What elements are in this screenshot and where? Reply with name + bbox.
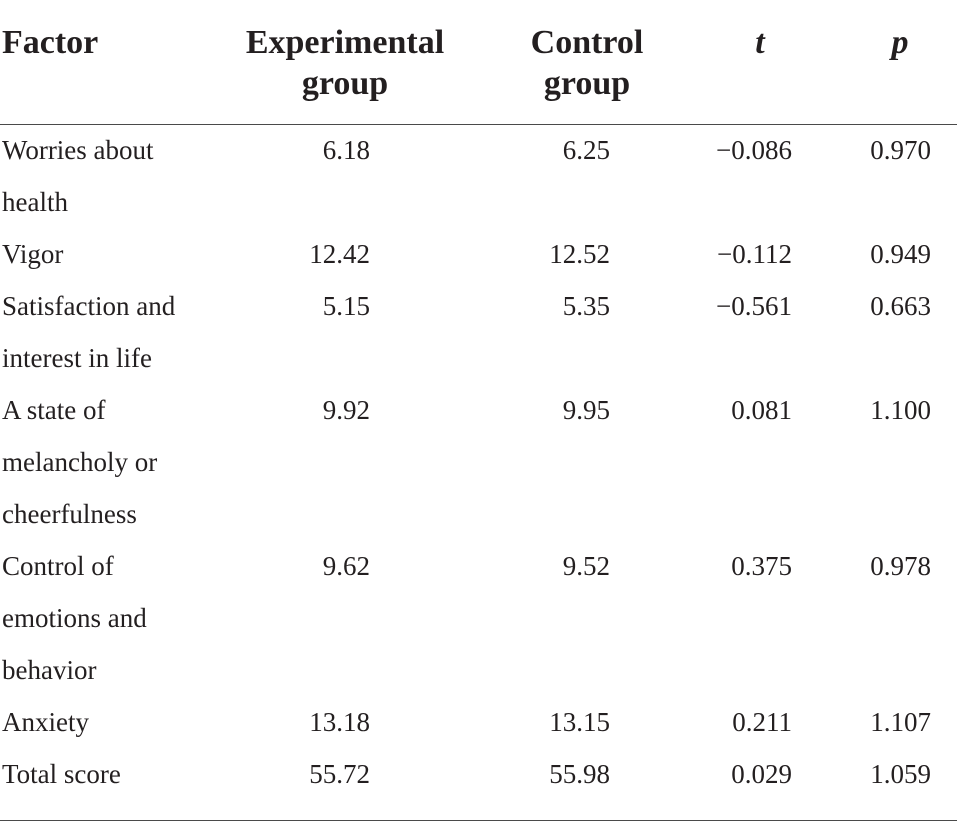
cell-factor: Control of emotions and behavior: [2, 540, 202, 696]
cell-t: −0.086: [716, 135, 792, 165]
cell-t: 0.211: [732, 707, 792, 737]
cell-factor-line: melancholy or: [2, 447, 158, 477]
cell-t: 0.081: [731, 395, 792, 425]
cell-experimental: 9.92: [322, 395, 370, 425]
cell-p: 0.949: [870, 239, 931, 269]
cell-control: 13.15: [549, 707, 610, 737]
cell-control: 9.52: [562, 551, 610, 581]
cell-experimental: 5.15: [322, 291, 370, 321]
cell-factor: Vigor: [2, 228, 202, 280]
cell-p: 1.100: [870, 395, 931, 425]
cell-p: 1.107: [870, 707, 931, 737]
header-p: p: [891, 24, 909, 61]
cell-factor-line: behavior: [2, 655, 97, 685]
cell-factor: Satisfaction and interest in life: [2, 280, 202, 384]
cell-factor-line: Anxiety: [2, 707, 89, 737]
table-row: Vigor 12.42 12.52 −0.112 0.949: [0, 228, 957, 280]
cell-experimental: 6.18: [322, 135, 370, 165]
cell-t: −0.112: [717, 239, 792, 269]
cell-t: −0.561: [716, 291, 792, 321]
cell-t: 0.029: [731, 759, 792, 789]
cell-factor-line: Total score: [2, 759, 121, 789]
cell-experimental: 55.72: [309, 759, 370, 789]
cell-factor: A state of melancholy or cheerfulness: [2, 384, 202, 540]
header-factor: Factor: [2, 24, 99, 61]
table-row: Total score 55.72 55.98 0.029 1.059: [0, 748, 957, 800]
cell-factor: Worries about health: [2, 124, 202, 228]
cell-control: 5.35: [562, 291, 610, 321]
header-control-line1: Control: [530, 24, 644, 61]
cell-control: 6.25: [562, 135, 610, 165]
cell-experimental: 13.18: [309, 707, 370, 737]
cell-factor-line: interest in life: [2, 343, 152, 373]
cell-p: 0.663: [870, 291, 931, 321]
cell-factor-line: Vigor: [2, 239, 64, 269]
header-control-line2: group: [543, 65, 631, 102]
cell-factor: Total score: [2, 748, 202, 800]
table-row: Anxiety 13.18 13.15 0.211 1.107: [0, 696, 957, 748]
header-t: t: [755, 24, 765, 61]
cell-factor: Anxiety: [2, 696, 202, 748]
cell-experimental: 12.42: [309, 239, 370, 269]
cell-experimental: 9.62: [322, 551, 370, 581]
cell-p: 0.970: [870, 135, 931, 165]
cell-factor-line: health: [2, 187, 68, 217]
table-row: A state of melancholy or cheerfulness 9.92 9…: [0, 384, 957, 540]
header-experimental-line1: Experimental: [245, 24, 445, 61]
cell-t: 0.375: [731, 551, 792, 581]
header-control-group: Control group: [520, 22, 654, 104]
cell-control: 12.52: [549, 239, 610, 269]
table-row: Control of emotions and behavior 9.62 9.52 0.…: [0, 540, 957, 696]
table-body: Worries about health 6.18 6.25 −0.086 0.970 Vi…: [0, 124, 957, 800]
cell-factor-line: emotions and: [2, 603, 147, 633]
header-experimental-line2: group: [301, 65, 389, 102]
cell-factor-line: cheerfulness: [2, 499, 137, 529]
cell-p: 1.059: [870, 759, 931, 789]
cell-factor-line: A state of: [2, 395, 106, 425]
cell-p: 0.978: [870, 551, 931, 581]
bottom-rule: [0, 820, 957, 821]
table-row: Worries about health 6.18 6.25 −0.086 0.970: [0, 124, 957, 228]
header-experimental-group: Experimental group: [238, 22, 452, 104]
table-row: Satisfaction and interest in life 5.15 5.35…: [0, 280, 957, 384]
cell-control: 55.98: [549, 759, 610, 789]
table-header: Factor Experimental group Control group …: [0, 0, 957, 125]
cell-factor-line: Satisfaction and: [2, 291, 176, 321]
cell-factor-line: Control of: [2, 551, 114, 581]
cell-control: 9.95: [562, 395, 610, 425]
cell-factor-line: Worries about: [2, 135, 154, 165]
